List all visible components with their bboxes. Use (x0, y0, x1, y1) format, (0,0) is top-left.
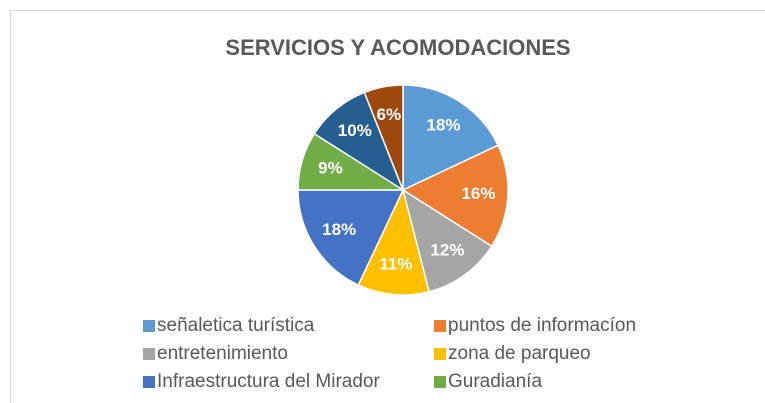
legend-swatch (434, 348, 446, 360)
data-label: 18% (426, 116, 460, 135)
legend-swatch (143, 320, 155, 332)
legend-label: puntos de informacíon (448, 315, 636, 336)
data-label: 9% (318, 158, 343, 177)
pie-slice (363, 84, 404, 191)
legend-label: Guradianía (448, 371, 542, 392)
legend-swatch (143, 348, 155, 360)
legend-swatch (143, 376, 155, 388)
data-label: 12% (430, 241, 464, 260)
data-label: 16% (461, 184, 495, 203)
pie-slice (401, 144, 509, 248)
data-label: 18% (322, 220, 356, 239)
legend-label: señaletica turística (157, 315, 315, 336)
pie-slice (357, 187, 431, 296)
pie-slice (401, 188, 493, 293)
pie-slice (297, 189, 405, 287)
chart-title: SERVICIOS Y ACOMODACIONES (225, 35, 570, 60)
data-label: 6% (377, 105, 402, 124)
pie-slice (402, 84, 500, 192)
data-label: 10% (338, 121, 372, 140)
data-label: 11% (379, 255, 412, 274)
legend-swatch (434, 320, 446, 332)
legend-label: entretenimiento (157, 343, 288, 364)
legend-label: zona de parqueo (448, 343, 591, 364)
legend-label: Infraestructura del Mirador (157, 371, 380, 392)
legend-swatch (434, 376, 446, 388)
